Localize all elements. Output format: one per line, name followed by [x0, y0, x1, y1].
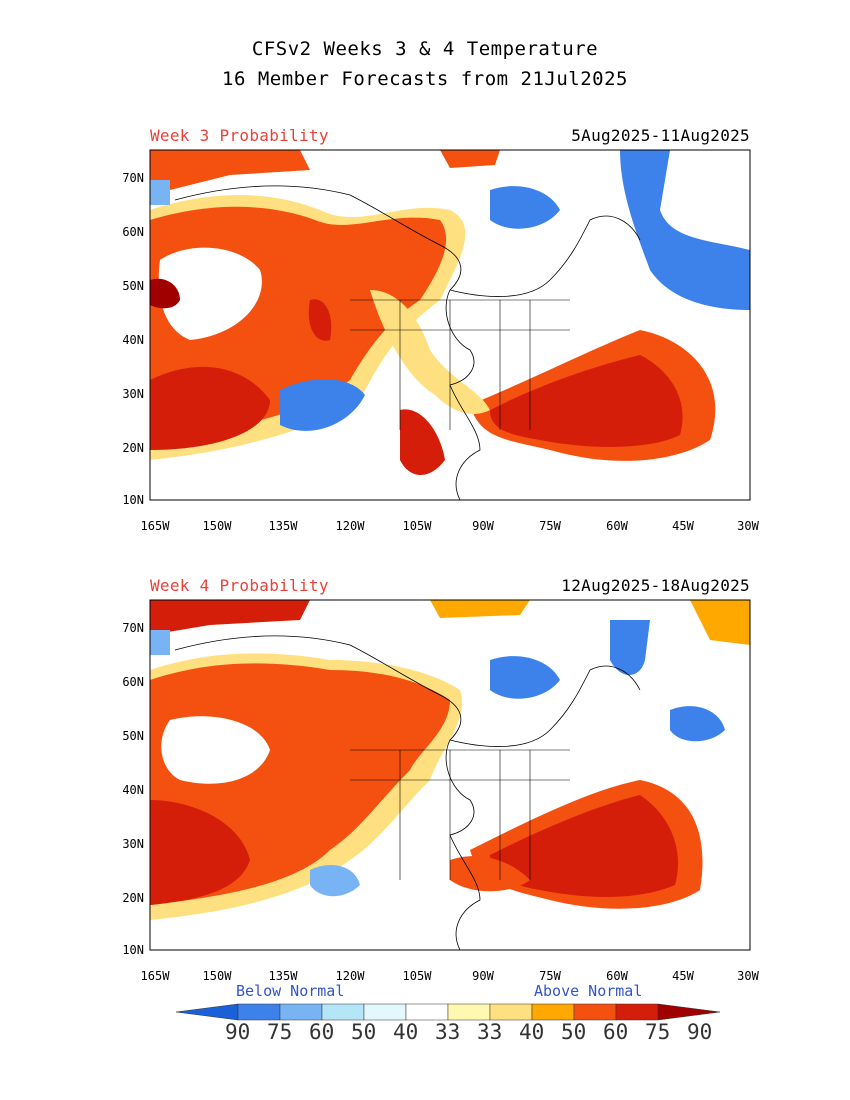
- svg-text:70N: 70N: [122, 621, 144, 635]
- legend-value: 33: [477, 1020, 503, 1044]
- legend-swatch: [657, 1003, 721, 1021]
- svg-text:105W: 105W: [403, 519, 433, 530]
- legend-colorbar: [176, 1003, 721, 1021]
- legend-value: 40: [393, 1020, 419, 1044]
- week4-label: Week 4 Probability: [150, 576, 329, 595]
- svg-text:45W: 45W: [672, 969, 694, 980]
- svg-text:105W: 105W: [403, 969, 433, 980]
- svg-text:120W: 120W: [336, 969, 366, 980]
- svg-text:70N: 70N: [122, 171, 144, 185]
- svg-text:90W: 90W: [472, 519, 494, 530]
- legend-value: 90: [687, 1020, 713, 1044]
- legend-swatch: [615, 1003, 659, 1021]
- svg-text:20N: 20N: [122, 891, 144, 905]
- svg-text:50N: 50N: [122, 729, 144, 743]
- svg-text:30N: 30N: [122, 837, 144, 851]
- legend-value: 50: [351, 1020, 377, 1044]
- legend-below-label: Below Normal: [236, 982, 345, 1000]
- svg-text:135W: 135W: [269, 969, 299, 980]
- legend-value: 33: [435, 1020, 461, 1044]
- legend-value: 60: [603, 1020, 629, 1044]
- svg-text:165W: 165W: [141, 969, 171, 980]
- legend-value: 60: [309, 1020, 335, 1044]
- svg-text:30N: 30N: [122, 387, 144, 401]
- svg-text:150W: 150W: [203, 969, 233, 980]
- svg-text:10N: 10N: [122, 493, 144, 507]
- legend-swatch: [405, 1003, 449, 1021]
- svg-text:60W: 60W: [606, 519, 628, 530]
- svg-text:50N: 50N: [122, 279, 144, 293]
- legend-swatch: [321, 1003, 365, 1021]
- legend-value: 50: [561, 1020, 587, 1044]
- svg-text:135W: 135W: [269, 519, 299, 530]
- legend-swatch: [573, 1003, 617, 1021]
- legend-swatch: [237, 1003, 281, 1021]
- svg-text:120W: 120W: [336, 519, 366, 530]
- svg-text:75W: 75W: [539, 519, 561, 530]
- week3-map: 165W 150W 135W 120W 105W 90W 75W 60W 45W…: [122, 149, 760, 530]
- week3-label: Week 3 Probability: [150, 126, 329, 145]
- svg-text:60W: 60W: [606, 969, 628, 980]
- svg-text:165W: 165W: [141, 519, 171, 530]
- svg-text:20N: 20N: [122, 441, 144, 455]
- svg-text:30W: 30W: [737, 969, 759, 980]
- svg-text:75W: 75W: [539, 969, 561, 980]
- figure-subtitle: 16 Member Forecasts from 21Jul2025: [222, 68, 628, 90]
- legend-value: 90: [225, 1020, 251, 1044]
- legend-swatch: [447, 1003, 491, 1021]
- legend-swatch: [279, 1003, 323, 1021]
- svg-text:40N: 40N: [122, 333, 144, 347]
- svg-text:60N: 60N: [122, 225, 144, 239]
- legend-swatch: [176, 1003, 239, 1021]
- legend-value: 75: [267, 1020, 293, 1044]
- svg-text:45W: 45W: [672, 519, 694, 530]
- legend-value: 75: [645, 1020, 671, 1044]
- svg-text:40N: 40N: [122, 783, 144, 797]
- svg-text:90W: 90W: [472, 969, 494, 980]
- svg-text:150W: 150W: [203, 519, 233, 530]
- legend-swatch: [489, 1003, 533, 1021]
- week3-dates: 5Aug2025-11Aug2025: [571, 126, 750, 145]
- svg-text:30W: 30W: [737, 519, 759, 530]
- legend-swatch: [531, 1003, 575, 1021]
- legend-value: 40: [519, 1020, 545, 1044]
- legend-above-label: Above Normal: [534, 982, 643, 1000]
- legend-swatch: [363, 1003, 407, 1021]
- week4-map: 165W 150W 135W 120W 105W 90W 75W 60W 45W…: [122, 599, 760, 980]
- figure-title: CFSv2 Weeks 3 & 4 Temperature: [251, 38, 599, 60]
- svg-text:60N: 60N: [122, 675, 144, 689]
- week4-dates: 12Aug2025-18Aug2025: [561, 576, 750, 595]
- svg-text:10N: 10N: [122, 943, 144, 957]
